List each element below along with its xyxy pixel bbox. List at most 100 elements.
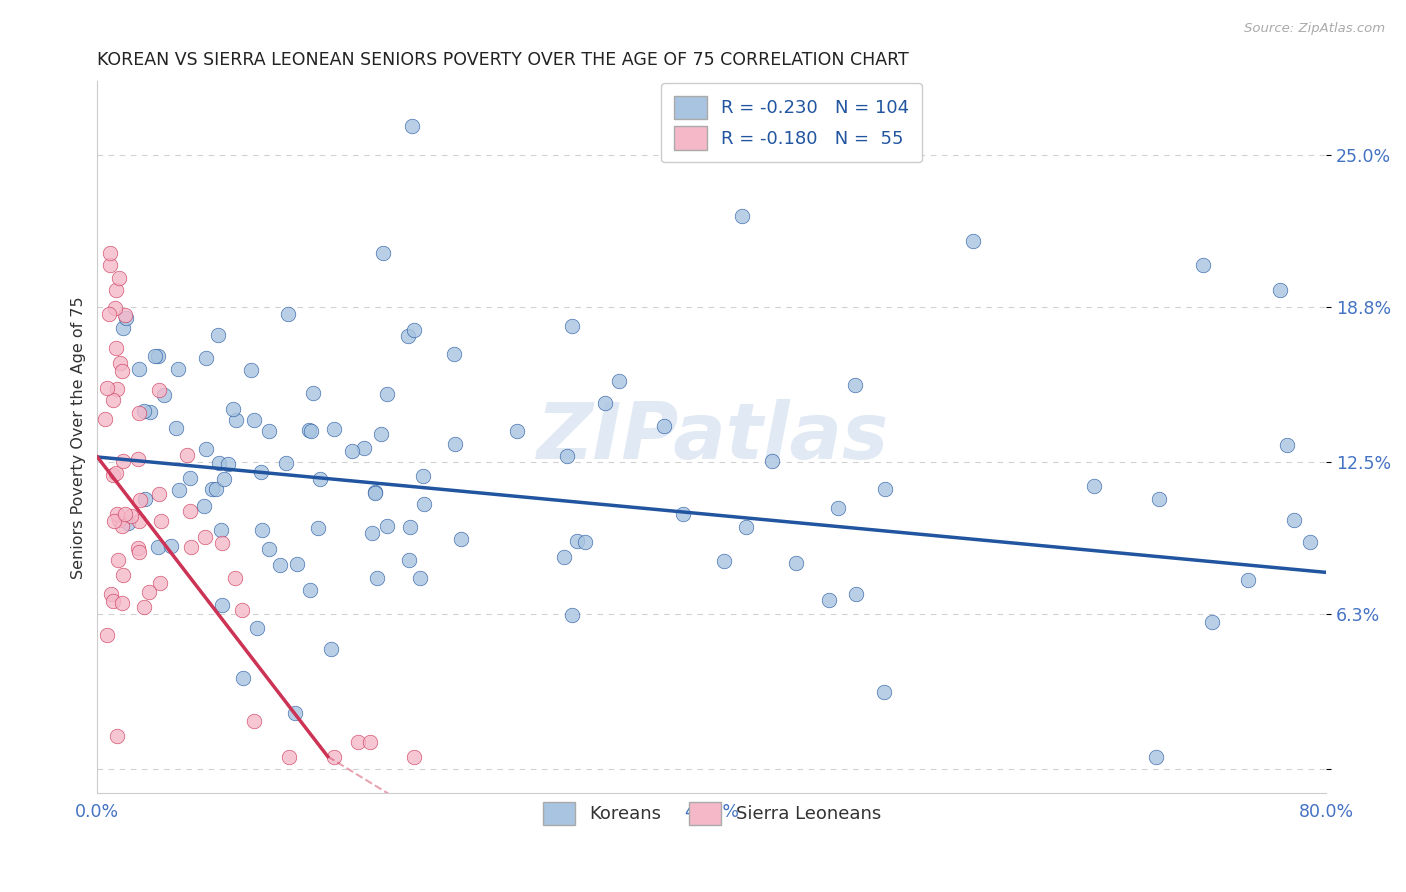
Koreans: [308, 472, 330, 486]
Koreans: [396, 329, 419, 343]
Sierra Leoneans: [101, 594, 124, 608]
Sierra Leoneans: [224, 571, 246, 585]
Sierra Leoneans: [359, 735, 381, 749]
Sierra Leoneans: [105, 467, 128, 481]
Koreans: [561, 319, 583, 334]
Koreans: [246, 621, 269, 635]
Sierra Leoneans: [120, 508, 142, 523]
Koreans: [844, 378, 866, 392]
Koreans: [277, 307, 299, 321]
Koreans: [375, 519, 398, 533]
Koreans: [298, 424, 321, 438]
Koreans: [232, 671, 254, 685]
Koreans: [399, 520, 422, 534]
Koreans: [1192, 259, 1215, 273]
Koreans: [555, 449, 578, 463]
Sierra Leoneans: [107, 513, 129, 527]
Koreans: [506, 424, 529, 438]
Text: Source: ZipAtlas.com: Source: ZipAtlas.com: [1244, 22, 1385, 36]
Koreans: [443, 347, 465, 361]
Koreans: [269, 558, 291, 572]
Koreans: [401, 119, 423, 133]
Sierra Leoneans: [114, 308, 136, 322]
Koreans: [319, 641, 342, 656]
Koreans: [139, 405, 162, 419]
Sierra Leoneans: [138, 585, 160, 599]
Koreans: [873, 685, 896, 699]
Sierra Leoneans: [211, 536, 233, 550]
Koreans: [734, 520, 756, 534]
Koreans: [193, 499, 215, 513]
Koreans: [207, 328, 229, 343]
Koreans: [259, 542, 281, 557]
Koreans: [240, 363, 263, 377]
Koreans: [207, 456, 229, 470]
Sierra Leoneans: [148, 383, 170, 397]
Sierra Leoneans: [107, 382, 129, 396]
Koreans: [146, 349, 169, 363]
Koreans: [179, 470, 201, 484]
Koreans: [574, 535, 596, 549]
Koreans: [845, 587, 868, 601]
Sierra Leoneans: [114, 508, 136, 522]
Sierra Leoneans: [278, 749, 301, 764]
Sierra Leoneans: [149, 576, 172, 591]
Sierra Leoneans: [98, 246, 121, 260]
Sierra Leoneans: [128, 493, 150, 508]
Sierra Leoneans: [180, 540, 202, 554]
Sierra Leoneans: [105, 729, 128, 743]
Koreans: [195, 442, 218, 456]
Koreans: [370, 426, 392, 441]
Koreans: [225, 413, 247, 427]
Sierra Leoneans: [101, 468, 124, 483]
Koreans: [1282, 513, 1305, 527]
Sierra Leoneans: [94, 412, 117, 426]
Sierra Leoneans: [111, 454, 134, 468]
Sierra Leoneans: [108, 356, 131, 370]
Koreans: [166, 361, 188, 376]
Sierra Leoneans: [104, 301, 127, 315]
Koreans: [444, 437, 467, 451]
Sierra Leoneans: [127, 452, 149, 467]
Koreans: [211, 598, 233, 612]
Sierra Leoneans: [194, 530, 217, 544]
Koreans: [201, 482, 224, 496]
Koreans: [165, 421, 187, 435]
Koreans: [1277, 438, 1299, 452]
Koreans: [250, 465, 273, 479]
Sierra Leoneans: [179, 504, 201, 518]
Koreans: [212, 472, 235, 486]
Koreans: [827, 501, 849, 516]
Koreans: [250, 523, 273, 537]
Koreans: [1299, 534, 1322, 549]
Sierra Leoneans: [111, 567, 134, 582]
Sierra Leoneans: [105, 507, 128, 521]
Koreans: [412, 469, 434, 483]
Koreans: [561, 608, 583, 623]
Sierra Leoneans: [128, 406, 150, 420]
Koreans: [609, 374, 631, 388]
Koreans: [284, 706, 307, 720]
Legend: Koreans, Sierra Leoneans: Koreans, Sierra Leoneans: [534, 793, 890, 834]
Koreans: [1236, 573, 1258, 587]
Koreans: [243, 413, 266, 427]
Koreans: [375, 387, 398, 401]
Sierra Leoneans: [98, 307, 121, 321]
Koreans: [217, 457, 239, 471]
Koreans: [299, 424, 322, 438]
Koreans: [134, 492, 156, 507]
Koreans: [115, 310, 138, 325]
Koreans: [257, 424, 280, 438]
Koreans: [128, 362, 150, 376]
Sierra Leoneans: [111, 364, 134, 378]
Text: ZIPatlas: ZIPatlas: [536, 400, 887, 475]
Sierra Leoneans: [128, 545, 150, 559]
Koreans: [553, 550, 575, 565]
Koreans: [274, 457, 297, 471]
Koreans: [593, 396, 616, 410]
Sierra Leoneans: [150, 514, 173, 528]
Koreans: [152, 387, 174, 401]
Sierra Leoneans: [96, 628, 118, 642]
Sierra Leoneans: [100, 587, 122, 601]
Sierra Leoneans: [103, 514, 125, 528]
